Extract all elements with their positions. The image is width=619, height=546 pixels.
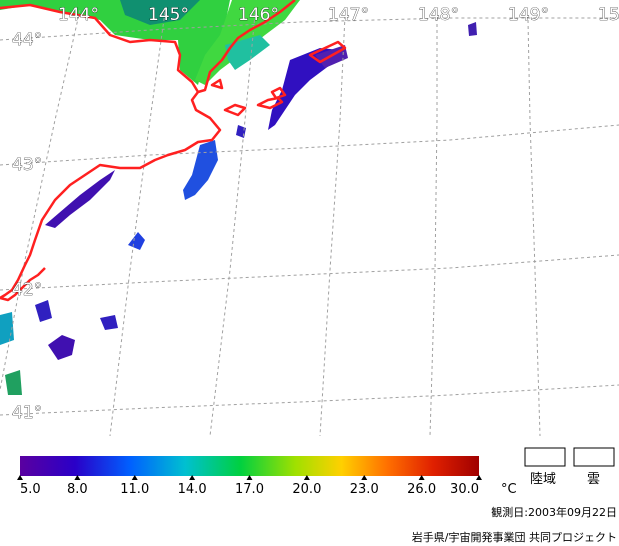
observation-date: 観測日:2003年09月22日	[491, 505, 617, 519]
lon-label-150: 15	[598, 5, 619, 25]
sst-patch-small-4	[100, 315, 118, 330]
sst-patch-small-1	[128, 232, 145, 250]
land-temperature-areas	[0, 0, 300, 85]
legend-land-label: 陸域	[530, 471, 556, 487]
color-scale-tick-label-2: 11.0	[120, 482, 149, 497]
legend-cloud: 雲	[573, 447, 615, 487]
coastlines	[0, 0, 347, 302]
sst-patch-southern-kuril	[268, 48, 340, 130]
color-scale-unit: °C	[501, 482, 517, 497]
lon-label-148: 148°	[418, 5, 459, 25]
color-scale-tick-2	[131, 475, 138, 480]
meridian-149	[527, 19, 541, 437]
meridian-146	[209, 13, 256, 437]
lon-label-146: 146°	[238, 5, 279, 25]
color-scale-tick-label-0: 5.0	[20, 482, 41, 497]
coastline-shikotan	[256, 96, 284, 110]
lat-label-41: 41°	[12, 403, 42, 423]
sst-patch-small-3	[48, 335, 75, 360]
color-scale-tick-label-4: 17.0	[235, 482, 264, 497]
legend-land: 陸域	[524, 447, 566, 487]
color-scale-tick-4	[246, 475, 253, 480]
sst-patch-small-8	[5, 370, 22, 395]
sst-patch-hidaka-coast	[45, 170, 115, 228]
coastline-hokkaido-north	[0, 0, 296, 94]
project-credit: 岩手県/宇宙開発事業団 共同プロジェクト	[412, 530, 617, 544]
meridian-145	[109, 11, 166, 437]
sst-patch-small-5	[0, 312, 14, 345]
legend-cloud-label: 雲	[587, 472, 600, 487]
sst-patch-small-2	[35, 300, 52, 322]
coastline-habomai	[223, 103, 247, 117]
lon-label-144: 144°	[58, 5, 99, 25]
color-scale-tick-0	[17, 475, 23, 480]
coastline-hokkaido-south	[0, 267, 46, 302]
latitude-labels: 44° 43° 42° 41°	[12, 30, 43, 424]
color-scale-tick-label-8: 30.0	[450, 482, 479, 497]
legend-cloud-swatch	[573, 447, 615, 467]
legend-land-swatch	[524, 447, 566, 467]
color-scale-tick-5	[303, 475, 310, 480]
lon-label-145: 145°	[148, 5, 189, 25]
lon-label-149: 149°	[508, 5, 549, 25]
color-scale-tick-marks	[17, 475, 482, 480]
sst-patch-etorofu	[183, 140, 218, 200]
sst-patch-small-6	[468, 22, 477, 36]
color-scale-tick-6	[361, 475, 368, 480]
color-scale-tick-label-3: 14.0	[178, 482, 207, 497]
coastline-cape	[210, 78, 224, 90]
color-scale-tick-label-5: 20.0	[292, 482, 321, 497]
lat-label-43: 43°	[12, 155, 42, 175]
color-scale-tick-8	[476, 475, 482, 480]
meridian-144	[0, 9, 81, 391]
longitude-labels: 144° 145° 146° 147° 148° 149° 15	[58, 5, 619, 26]
sea-temperature-patches	[0, 22, 477, 395]
land-area-shiretoko-cool	[120, 0, 200, 25]
meridian-147	[319, 15, 346, 437]
color-scale-tick-label-6: 23.0	[350, 482, 379, 497]
color-scale-tick-1	[74, 475, 81, 480]
meridian-148	[429, 18, 438, 437]
color-scale-tick-7	[418, 475, 425, 480]
color-scale-tick-label-7: 26.0	[407, 482, 436, 497]
color-scale-tick-3	[189, 475, 196, 480]
coastline-small-island	[308, 40, 347, 64]
color-scale-gradient	[20, 456, 479, 476]
land-area-kunashiri	[225, 35, 270, 70]
parallel-41	[0, 384, 619, 416]
color-scale-tick-label-1: 8.0	[67, 482, 88, 497]
graticule	[0, 9, 619, 437]
coastline-hokkaido-east	[0, 91, 222, 300]
lat-label-42: 42°	[12, 280, 42, 300]
lon-label-147: 147°	[328, 5, 369, 25]
lat-label-44: 44°	[12, 30, 42, 50]
parallel-43	[0, 124, 619, 166]
parallel-44	[0, 17, 619, 41]
parallel-42	[0, 254, 619, 291]
sst-patch-small-7	[236, 125, 246, 138]
color-scale-tick-labels: 5.0 8.0 11.0 14.0 17.0 20.0 23.0 26.0 30.0	[20, 482, 479, 497]
coastline-island-2	[270, 86, 287, 100]
color-scale-bar: 5.0 8.0 11.0 14.0 17.0 20.0 23.0 26.0 30.0 °C	[17, 456, 517, 497]
